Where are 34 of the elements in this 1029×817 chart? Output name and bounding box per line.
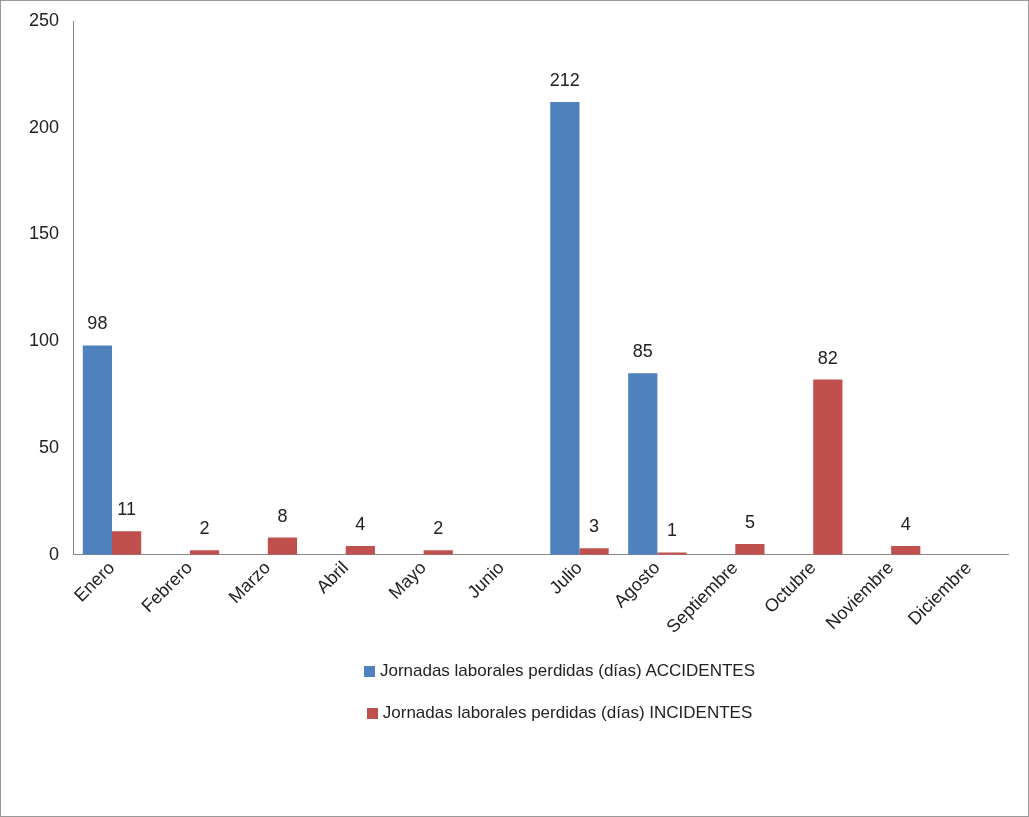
data-label: 3	[589, 516, 600, 537]
data-label: 8	[277, 505, 288, 526]
bar	[267, 537, 298, 555]
bar	[628, 373, 658, 555]
y-tick-label: 50	[39, 436, 60, 457]
y-tick-label: 250	[28, 9, 60, 30]
bar	[891, 546, 921, 555]
x-tick-label: Julio	[545, 557, 586, 598]
data-label: 4	[355, 514, 366, 535]
data-label: 98	[87, 313, 108, 334]
bar	[345, 546, 375, 555]
bar	[189, 550, 220, 555]
bar	[550, 102, 580, 555]
bar	[579, 548, 609, 555]
legend-label: Jornadas laborales perdidas (días) INCIDENTES	[382, 703, 753, 723]
data-label: 2	[433, 518, 444, 539]
bar	[111, 531, 142, 555]
bar	[813, 379, 843, 555]
data-label: 11	[117, 499, 136, 520]
data-label: 82	[817, 347, 838, 368]
data-label: 85	[632, 341, 653, 362]
y-tick-label: 100	[28, 330, 60, 351]
data-label: 2	[199, 518, 210, 539]
legend-label: Jornadas laborales perdidas (días) ACCIDENTES	[379, 661, 756, 681]
data-label: 5	[744, 511, 755, 532]
bar	[82, 345, 112, 555]
data-label: 212	[549, 70, 580, 91]
bar	[735, 543, 765, 555]
data-label: 1	[666, 520, 677, 541]
y-tick-label: 150	[28, 223, 60, 244]
y-tick-label: 200	[28, 116, 60, 137]
bar	[423, 550, 453, 555]
y-tick-label: 0	[49, 543, 60, 564]
data-label: 4	[900, 514, 911, 535]
